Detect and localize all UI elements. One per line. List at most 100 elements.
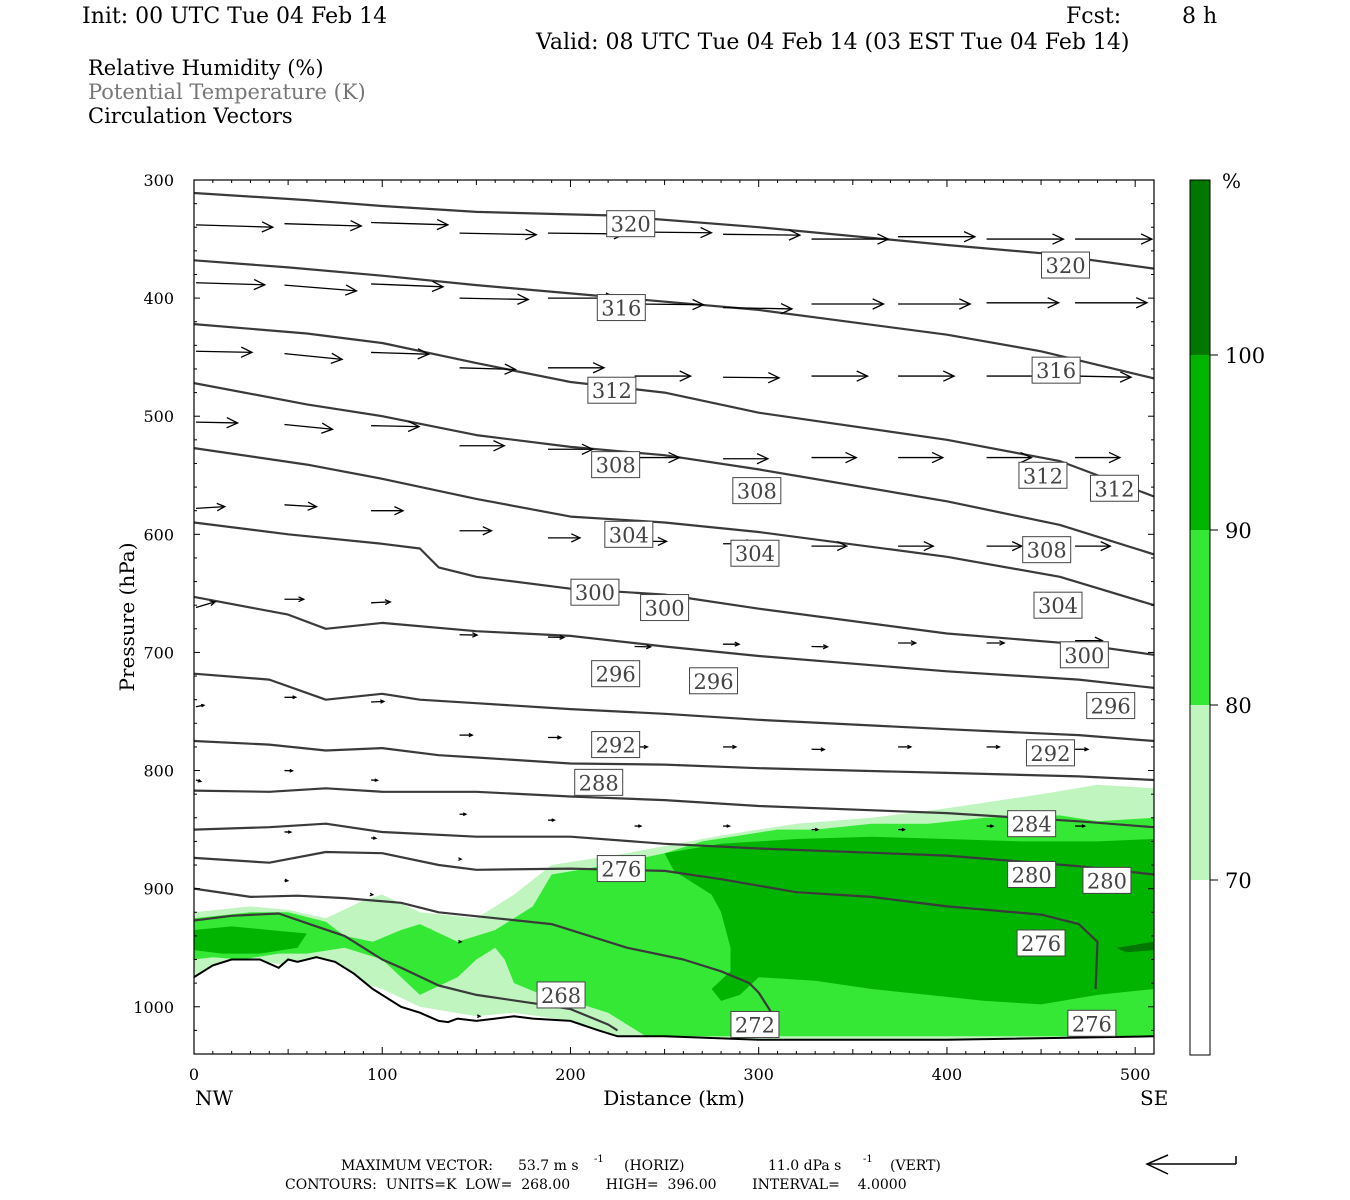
vector-shaft	[459, 232, 537, 236]
theta-label-text: 308	[1027, 539, 1067, 563]
vector-head	[458, 939, 463, 944]
vector-7	[811, 233, 890, 245]
theta-label-box	[1016, 929, 1066, 957]
vector-head	[732, 744, 738, 750]
vector-72	[723, 744, 738, 750]
vector-shaft	[371, 425, 420, 428]
theta-label-276: 276	[596, 855, 646, 883]
vector-shaft	[459, 297, 529, 301]
vector-19	[898, 298, 972, 310]
vector-75	[986, 744, 1001, 750]
theta-label-312: 312	[1018, 461, 1068, 489]
vector-head	[571, 533, 582, 543]
vector-head	[493, 440, 506, 452]
vector-head	[668, 451, 681, 464]
theta-label-text: 304	[1038, 594, 1078, 618]
vector-head	[209, 600, 217, 607]
theta-label-box	[1022, 536, 1072, 564]
vector-head	[931, 451, 945, 464]
vector-head	[200, 703, 206, 708]
vector-20	[986, 297, 1061, 309]
theta-label-text: 296	[1091, 695, 1131, 719]
vector-80	[459, 812, 468, 817]
theta-label-text: 316	[601, 297, 641, 321]
theta-label-box	[1041, 251, 1091, 279]
theta-contour-320	[194, 191, 1154, 270]
colorbar-segment-1	[1190, 705, 1210, 880]
axis-layer: 300 400 500 600 700 800 900 1000 0 100 200 300 400 50…	[133, 171, 1154, 1084]
vector-head	[197, 778, 203, 783]
vector-head	[551, 818, 556, 822]
vector-head	[374, 778, 380, 783]
vector-head	[726, 824, 732, 828]
vector-head	[1119, 371, 1133, 383]
vector-shaft	[371, 283, 444, 288]
theta-label-text: 308	[737, 480, 777, 504]
vector-head	[1100, 541, 1112, 552]
vector-8	[898, 231, 977, 243]
theta-label-box	[1033, 591, 1083, 619]
vector-head	[394, 506, 405, 516]
theta-label-text: 288	[579, 771, 619, 795]
vector-42	[986, 451, 1033, 464]
vector-head	[856, 370, 870, 382]
max-vector-horizontal: 53.7 m s	[518, 1158, 579, 1174]
vector-head	[814, 827, 820, 832]
vector-54	[1075, 541, 1112, 552]
theta-label-308: 308	[732, 477, 782, 505]
vector-head	[253, 278, 267, 291]
x-tick-label: 300	[743, 1065, 774, 1084]
theta-label-box	[587, 376, 637, 404]
vector-head	[226, 417, 240, 429]
vector-head	[643, 744, 649, 750]
vertical-tag: (VERT)	[890, 1158, 941, 1174]
vector-shaft	[371, 601, 391, 604]
vector-56	[284, 596, 306, 603]
vector-shaft	[195, 421, 238, 424]
vector-41	[898, 451, 945, 464]
vector-head	[517, 293, 530, 305]
vector-head	[559, 634, 566, 640]
vector-head	[990, 824, 995, 828]
vector-25	[459, 363, 518, 375]
theta-label-276: 276	[1067, 1009, 1117, 1037]
vector-28	[723, 372, 781, 384]
y-tick-label: 300	[143, 171, 174, 190]
y-tick-label: 900	[143, 880, 174, 899]
theta-label-312: 312	[1089, 474, 1139, 502]
vector-head	[820, 747, 826, 752]
vector-81	[548, 818, 556, 822]
theta-label-box	[689, 667, 739, 695]
theta-label-276: 276	[1016, 929, 1066, 957]
vector-shaft	[284, 223, 362, 227]
vector-78	[284, 768, 295, 773]
theta-label-text: 304	[735, 542, 775, 566]
theta-label-text: 304	[609, 523, 649, 547]
vector-head	[995, 744, 1001, 750]
theta-label-284: 284	[1007, 810, 1057, 838]
theta-label-box	[1007, 810, 1057, 838]
vector-shaft	[195, 224, 273, 228]
vector-head	[476, 1014, 482, 1019]
theta-label-308: 308	[1022, 536, 1072, 564]
theta-label-box	[604, 520, 654, 548]
theta-contour-316	[194, 259, 1154, 380]
vector-64	[986, 640, 1006, 646]
vector-30	[898, 370, 956, 382]
vector-33	[195, 417, 240, 429]
valid-time-label: Valid: 08 UTC Tue 04 Feb 14 (03 EST Tue …	[536, 30, 1130, 55]
vector-59	[547, 634, 566, 640]
colorbar-frame	[1189, 179, 1211, 1056]
theta-label-layer: 320 320 316 316 312 312 312 308 308 308 304 304 304 3…	[536, 210, 1139, 1038]
max-vector-label: MAXIMUM VECTOR:	[341, 1158, 493, 1174]
vector-26	[548, 362, 606, 374]
vector-shaft	[195, 282, 265, 286]
theta-contour-308	[194, 382, 1154, 556]
vector-14	[459, 293, 530, 305]
theta-label-312: 312	[587, 376, 637, 404]
vector-88	[284, 830, 293, 834]
theta-contour-288	[194, 739, 1154, 782]
vector-head	[372, 836, 378, 840]
y-tick-label: 700	[143, 643, 174, 662]
vector-61	[723, 641, 741, 647]
